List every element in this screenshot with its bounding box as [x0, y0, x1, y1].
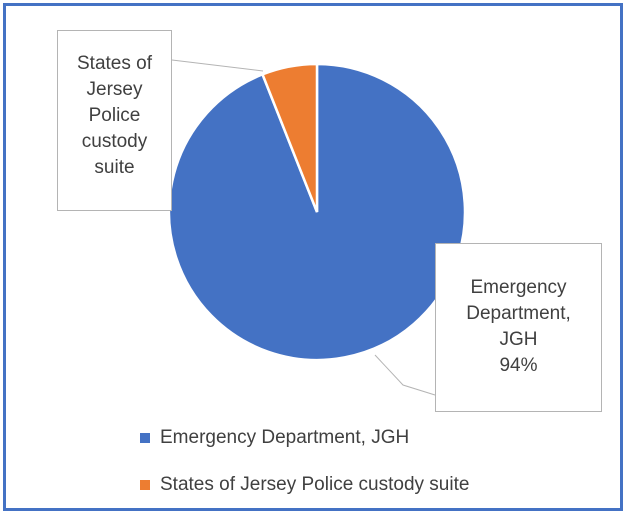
leader-line-emergency — [374, 354, 436, 396]
data-label-police: States of Jersey Police custody suite — [57, 30, 172, 211]
legend-label: States of Jersey Police custody suite — [160, 474, 470, 495]
legend-item-emergency[interactable]: Emergency Department, JGH — [140, 425, 469, 451]
legend-swatch-police — [140, 480, 150, 490]
data-label-police-line: States of — [77, 53, 152, 74]
data-label-emergency-value: 94% — [499, 355, 538, 376]
data-label-emergency-line: Emergency — [470, 277, 567, 298]
data-label-police-line: Jersey — [86, 79, 143, 100]
data-label-police-line: Police — [88, 105, 141, 126]
legend-swatch-emergency — [140, 433, 150, 443]
data-label-police-line: suite — [94, 157, 135, 178]
data-label-emergency-line: JGH — [499, 329, 538, 350]
data-label-police-line: custody — [81, 131, 148, 152]
legend-label: Emergency Department, JGH — [160, 427, 410, 448]
data-label-emergency-line: Department, — [466, 303, 571, 324]
leader-line-police — [171, 59, 264, 72]
data-label-emergency: Emergency Department, JGH 94% — [435, 243, 602, 412]
pie-slice-police-custody-suite[interactable] — [260, 62, 319, 213]
legend-item-police[interactable]: States of Jersey Police custody suite — [140, 472, 469, 498]
legend: Emergency Department, JGH States of Jers… — [140, 425, 469, 519]
